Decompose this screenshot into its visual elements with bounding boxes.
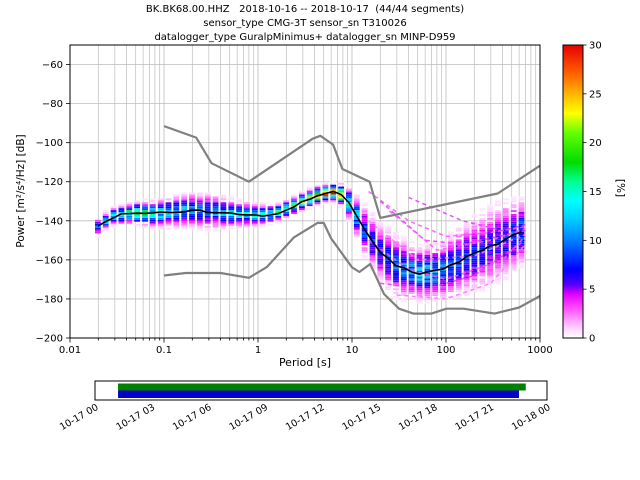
svg-text:−200: −200: [36, 334, 63, 345]
svg-text:−100: −100: [36, 138, 63, 149]
svg-text:10-17 03: 10-17 03: [115, 402, 157, 433]
svg-text:10-17 12: 10-17 12: [284, 402, 326, 433]
svg-text:−120: −120: [36, 177, 63, 188]
svg-text:10: 10: [346, 345, 359, 356]
svg-text:15: 15: [589, 187, 602, 198]
svg-text:0: 0: [589, 334, 595, 345]
colorbar: [562, 44, 584, 339]
outlier-traces: [368, 190, 526, 300]
svg-text:1: 1: [255, 345, 261, 356]
colorbar-label: [%]: [614, 178, 626, 198]
svg-text:1000: 1000: [527, 345, 552, 356]
svg-text:−180: −180: [36, 294, 63, 305]
svg-text:10: 10: [589, 236, 602, 247]
coverage-data: [118, 390, 519, 398]
svg-text:20: 20: [589, 138, 602, 149]
svg-text:100: 100: [436, 345, 455, 356]
svg-text:25: 25: [589, 89, 602, 100]
title-line-1: BK.BK68.00.HHZ 2018-10-16 -- 2018-10-17 …: [145, 4, 465, 15]
title-line-2: sensor_type CMG-3T sensor_sn T310026: [203, 18, 407, 29]
svg-text:0.1: 0.1: [156, 345, 172, 356]
svg-text:0.01: 0.01: [59, 345, 81, 356]
x-axis-label: Period [s]: [278, 356, 332, 369]
title-line-3: datalogger_type GuralpMinimus+ datalogge…: [154, 32, 456, 43]
svg-text:10-17 09: 10-17 09: [228, 402, 270, 433]
svg-text:10-17 21: 10-17 21: [454, 402, 496, 433]
mean-psd-line: [97, 190, 522, 276]
svg-text:10-17 06: 10-17 06: [171, 402, 213, 433]
noise-models: [163, 125, 540, 315]
svg-text:−60: −60: [42, 60, 63, 71]
grid: [70, 45, 540, 338]
svg-text:−140: −140: [36, 216, 63, 227]
coverage-processed: [118, 383, 526, 391]
svg-text:10-17 00: 10-17 00: [58, 402, 100, 433]
svg-text:10-18 00: 10-18 00: [510, 402, 552, 433]
svg-text:5: 5: [589, 285, 595, 296]
svg-text:−80: −80: [42, 99, 63, 110]
svg-text:30: 30: [589, 41, 602, 52]
figure-title: BK.BK68.00.HHZ 2018-10-16 -- 2018-10-17 …: [0, 3, 610, 45]
axis-ticks: [66, 44, 587, 343]
y-axis-label: Power [m²/s⁴/Hz] [dB]: [15, 134, 27, 248]
ppsd-histogram: [95, 180, 525, 304]
svg-text:10-17 15: 10-17 15: [341, 402, 383, 433]
svg-text:−160: −160: [36, 255, 63, 266]
svg-text:10-17 18: 10-17 18: [397, 402, 439, 433]
